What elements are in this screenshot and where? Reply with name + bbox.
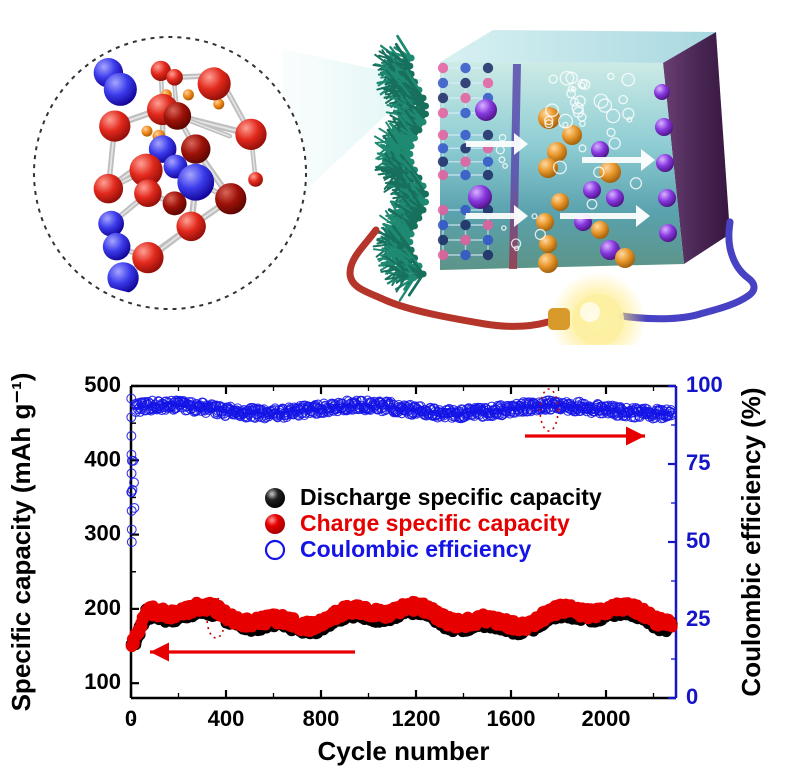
svg-text:0: 0 bbox=[686, 684, 698, 709]
svg-text:100: 100 bbox=[84, 669, 121, 694]
svg-text:400: 400 bbox=[84, 446, 121, 471]
svg-text:Discharge specific capacity: Discharge specific capacity bbox=[300, 484, 602, 510]
svg-text:400: 400 bbox=[208, 706, 245, 731]
svg-text:Coulombic efficiency: Coulombic efficiency bbox=[300, 536, 532, 562]
svg-text:Coulombic efficiency (%): Coulombic efficiency (%) bbox=[736, 387, 766, 696]
svg-text:0: 0 bbox=[125, 706, 137, 731]
svg-text:800: 800 bbox=[303, 706, 340, 731]
svg-text:50: 50 bbox=[686, 528, 710, 553]
svg-text:Cycle number: Cycle number bbox=[318, 736, 490, 766]
svg-text:75: 75 bbox=[686, 450, 710, 475]
svg-text:Charge specific capacity: Charge specific capacity bbox=[300, 510, 570, 536]
svg-text:500: 500 bbox=[84, 372, 121, 397]
svg-text:Specific capacity (mAh g⁻¹): Specific capacity (mAh g⁻¹) bbox=[6, 373, 36, 712]
svg-text:1200: 1200 bbox=[392, 706, 441, 731]
svg-text:200: 200 bbox=[84, 595, 121, 620]
svg-text:1600: 1600 bbox=[487, 706, 536, 731]
svg-text:25: 25 bbox=[686, 606, 710, 631]
svg-text:100: 100 bbox=[686, 372, 723, 397]
svg-text:2000: 2000 bbox=[582, 706, 631, 731]
svg-text:300: 300 bbox=[84, 521, 121, 546]
